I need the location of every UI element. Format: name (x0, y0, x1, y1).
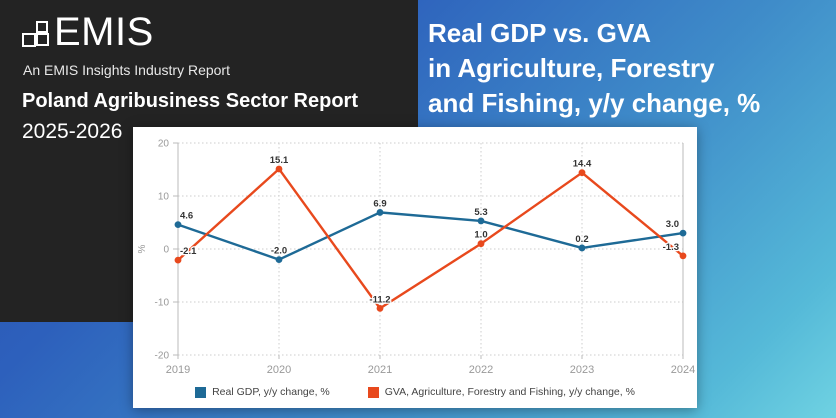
svg-text:15.1: 15.1 (270, 155, 289, 166)
svg-text:6.9: 6.9 (373, 198, 386, 209)
svg-text:2019: 2019 (166, 364, 190, 376)
svg-text:14.4: 14.4 (573, 159, 592, 170)
svg-text:5.3: 5.3 (474, 207, 487, 218)
emis-logo: EMIS (22, 12, 154, 52)
chart-main-title: Real GDP vs. GVA in Agriculture, Forestr… (428, 16, 828, 121)
svg-text:4.6: 4.6 (180, 211, 193, 222)
svg-text:-11.2: -11.2 (369, 294, 390, 305)
report-years: 2025-2026 (22, 120, 123, 143)
legend-item-gva: GVA, Agriculture, Forestry and Fishing, … (367, 386, 635, 398)
gva-legend-swatch (367, 386, 379, 398)
emis-squares-icon (22, 18, 50, 47)
svg-text:2023: 2023 (570, 364, 594, 376)
svg-text:0: 0 (163, 245, 169, 256)
svg-text:2021: 2021 (368, 364, 392, 376)
logo-text: EMIS (54, 10, 154, 54)
svg-text:2020: 2020 (267, 364, 291, 376)
gva-legend-label: GVA, Agriculture, Forestry and Fishing, … (384, 386, 635, 398)
svg-text:10: 10 (158, 192, 170, 203)
svg-text:-10: -10 (155, 298, 170, 309)
svg-text:2024: 2024 (671, 364, 695, 376)
svg-text:0.2: 0.2 (575, 234, 588, 245)
title-line-1: Real GDP vs. GVA (428, 18, 652, 48)
legend-item-gdp: Real GDP, y/y change, % (195, 386, 330, 398)
gdp-legend-label: Real GDP, y/y change, % (212, 386, 330, 398)
svg-text:3.0: 3.0 (666, 219, 679, 230)
svg-text:%: % (137, 244, 148, 253)
gdp-legend-swatch (195, 386, 207, 398)
chart-legend: Real GDP, y/y change, % GVA, Agriculture… (133, 382, 697, 402)
svg-text:-20: -20 (155, 351, 170, 362)
title-line-3: and Fishing, y/y change, % (428, 88, 761, 118)
line-chart: 20 10 0 -10 -20 2019 2020 2021 2022 2023 2024% 4.6 -… (137, 139, 695, 377)
title-line-2: in Agriculture, Forestry (428, 53, 715, 83)
svg-text:2022: 2022 (469, 364, 493, 376)
report-title: Poland Agribusiness Sector Report (22, 90, 358, 112)
chart-card: 20 10 0 -10 -20 2019 2020 2021 2022 2023 2024% 4.6 -… (133, 127, 697, 408)
svg-text:-2.0: -2.0 (271, 246, 287, 257)
svg-text:20: 20 (158, 139, 170, 150)
brand-tagline: An EMIS Insights Industry Report (23, 62, 230, 78)
svg-text:1.0: 1.0 (474, 230, 487, 241)
svg-text:-2.1: -2.1 (180, 246, 197, 257)
svg-text:-1.3: -1.3 (663, 242, 679, 253)
